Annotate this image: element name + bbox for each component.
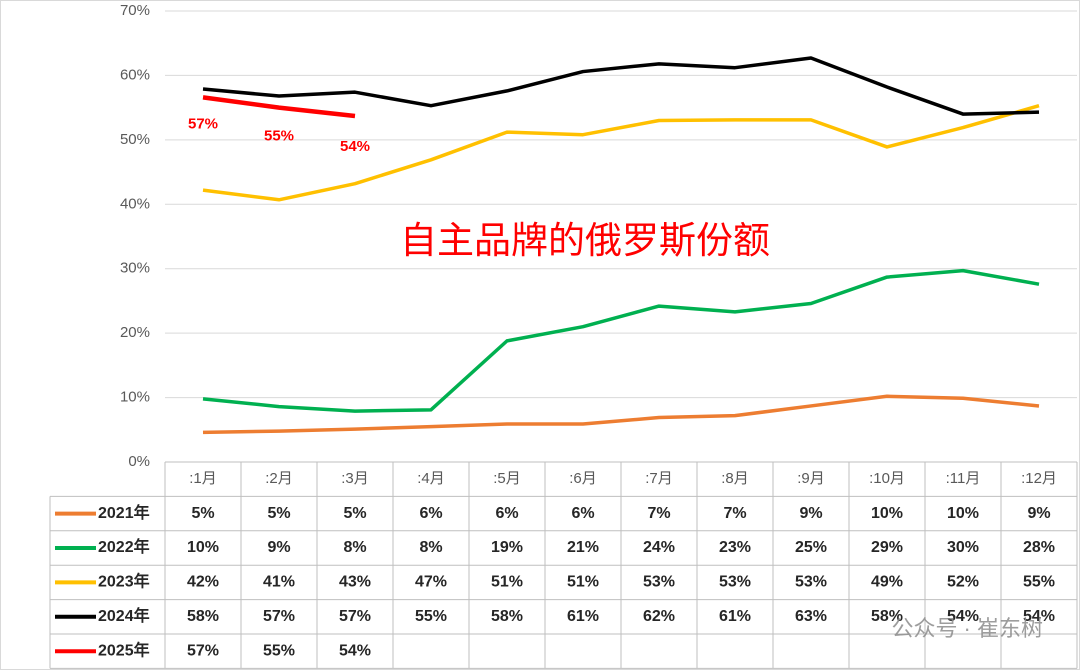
- legend-label: 2023年: [98, 572, 150, 591]
- table-cell: 25%: [795, 539, 827, 556]
- table-cell: 52%: [947, 574, 979, 591]
- table-cell: 7%: [723, 505, 746, 522]
- table-cell: 7%: [647, 505, 670, 522]
- y-tick-label: 10%: [120, 389, 150, 406]
- legend-label: 2024年: [98, 606, 150, 625]
- table-cell: 8%: [419, 539, 442, 556]
- table-cell: 10%: [187, 539, 219, 556]
- table-cell: 24%: [643, 539, 675, 556]
- table-cell: 28%: [1023, 539, 1055, 556]
- table-cell: 29%: [871, 539, 903, 556]
- table-cell: 30%: [947, 539, 979, 556]
- table-cell: 5%: [343, 505, 366, 522]
- table-cell: 63%: [795, 608, 827, 625]
- table-cell: 57%: [339, 608, 371, 625]
- table-cell: 43%: [339, 574, 371, 591]
- series-line: [202, 104, 1040, 202]
- table-cell: 21%: [567, 539, 599, 556]
- table-cell: 49%: [871, 574, 903, 591]
- legend-label: 2022年: [98, 537, 150, 556]
- y-tick-label: 70%: [120, 2, 150, 19]
- x-tick-label: :8月: [721, 470, 749, 487]
- watermark: 公众号 · 崔东树: [891, 616, 1043, 641]
- table-cell: 10%: [871, 505, 903, 522]
- x-tick-label: :3月: [341, 470, 369, 487]
- table-cell: 6%: [571, 505, 594, 522]
- annotation: 自主品牌的俄罗斯份额: [400, 220, 770, 261]
- table-cell: 5%: [191, 505, 214, 522]
- y-tick-label: 40%: [120, 195, 150, 212]
- table-cell: 61%: [719, 608, 751, 625]
- table-cell: 41%: [263, 574, 295, 591]
- table-cell: 55%: [263, 642, 295, 659]
- data-label: 57%: [188, 115, 218, 132]
- table-cell: 47%: [415, 574, 447, 591]
- legend-label: 2025年: [98, 640, 150, 659]
- table-cell: 8%: [343, 539, 366, 556]
- y-tick-label: 60%: [120, 66, 150, 83]
- data-label: 54%: [340, 138, 370, 155]
- table-cell: 51%: [567, 574, 599, 591]
- table-cell: 53%: [719, 574, 751, 591]
- data-label: 55%: [264, 128, 294, 145]
- table-cell: 5%: [267, 505, 290, 522]
- table-cell: 53%: [795, 574, 827, 591]
- y-tick-label: 30%: [120, 260, 150, 277]
- table-cell: 54%: [339, 642, 371, 659]
- x-tick-label: :6月: [569, 470, 597, 487]
- table-cell: 9%: [799, 505, 822, 522]
- legend-label: 2021年: [98, 503, 150, 522]
- table-cell: 53%: [643, 574, 675, 591]
- table-cell: 42%: [187, 574, 219, 591]
- table-cell: 6%: [419, 505, 442, 522]
- series-line: [202, 394, 1040, 435]
- table-cell: 54%: [1023, 608, 1055, 625]
- table-cell: 54%: [947, 608, 979, 625]
- table-cell: 19%: [491, 539, 523, 556]
- x-tick-label: :11月: [946, 470, 981, 487]
- table-cell: 57%: [187, 642, 219, 659]
- table-cell: 51%: [491, 574, 523, 591]
- x-tick-label: :1月: [189, 470, 217, 487]
- x-tick-label: :5月: [493, 470, 521, 487]
- table-cell: 57%: [263, 608, 295, 625]
- table-cell: 10%: [947, 505, 979, 522]
- table-cell: 55%: [415, 608, 447, 625]
- y-tick-label: 50%: [120, 131, 150, 148]
- table-cell: 55%: [1023, 574, 1055, 591]
- x-tick-label: :2月: [265, 470, 293, 487]
- x-tick-label: :12月: [1021, 470, 1057, 487]
- table-cell: 9%: [1027, 505, 1050, 522]
- x-tick-label: :4月: [417, 470, 445, 487]
- x-tick-label: :10月: [869, 470, 905, 487]
- series-line: [202, 95, 356, 119]
- x-tick-label: :7月: [645, 470, 673, 487]
- table-cell: 61%: [567, 608, 599, 625]
- series-line: [202, 268, 1040, 413]
- y-tick-label: 0%: [128, 453, 150, 470]
- table-cell: 58%: [491, 608, 523, 625]
- table-cell: 6%: [495, 505, 518, 522]
- table-cell: 23%: [719, 539, 751, 556]
- table-cell: 62%: [643, 608, 675, 625]
- table-cell: 9%: [267, 539, 290, 556]
- series-line: [202, 56, 1040, 116]
- table-cell: 58%: [187, 608, 219, 625]
- table-cell: 58%: [871, 608, 903, 625]
- y-tick-label: 20%: [120, 324, 150, 341]
- x-tick-label: :9月: [797, 470, 825, 487]
